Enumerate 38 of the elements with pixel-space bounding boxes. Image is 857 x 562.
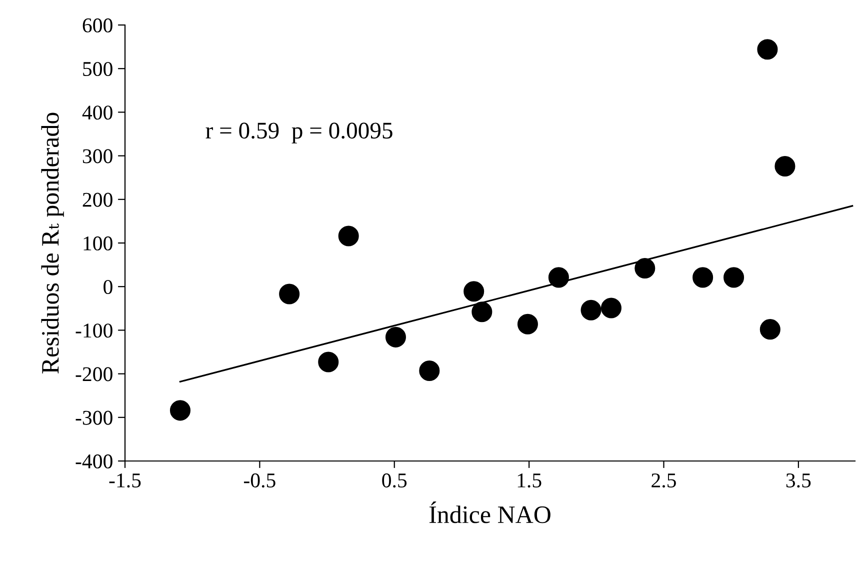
y-tick-label: 600 (82, 18, 112, 32)
point (600, 298, 622, 318)
point (385, 326, 406, 348)
x-tick-label: 3.5 (786, 473, 811, 488)
point (338, 226, 359, 246)
point (634, 258, 656, 279)
y-tick-label: 100 (84, 236, 112, 250)
x-tick-label: 1.5 (518, 474, 542, 488)
point (318, 352, 339, 372)
x-tick-label: 2.5 (652, 473, 676, 488)
point (464, 281, 484, 302)
x-axis-title: Índice NAO (429, 502, 550, 524)
y-tick-label: 400 (82, 106, 112, 120)
point (548, 267, 569, 288)
y-tick-label: 0 (104, 280, 112, 294)
y-tick-label: -300 (76, 410, 112, 425)
point (757, 39, 778, 60)
point (774, 156, 796, 177)
y-tick-label: -200 (76, 367, 112, 382)
x-tick-label: -0.5 (244, 473, 276, 488)
y-tick-label: 500 (83, 62, 112, 76)
point (517, 314, 538, 334)
point (170, 400, 190, 421)
point (472, 302, 492, 322)
point (419, 360, 440, 382)
annotation: r = 0.59 p = 0.0095 (206, 122, 392, 144)
y-tick-label: -400 (76, 454, 112, 468)
y-tick-label: 200 (82, 192, 112, 207)
y-tick-label: 300 (82, 149, 112, 164)
point (692, 267, 714, 288)
point (760, 319, 780, 340)
y-tick-label: -100 (76, 324, 112, 338)
point (724, 267, 744, 288)
point (279, 284, 300, 304)
x-tick-label: 0.5 (382, 473, 407, 488)
point (580, 300, 602, 320)
y-axis-title: Residuos de Rₜ ponderado (41, 112, 64, 374)
x-tick-label: -1.5 (109, 474, 141, 488)
